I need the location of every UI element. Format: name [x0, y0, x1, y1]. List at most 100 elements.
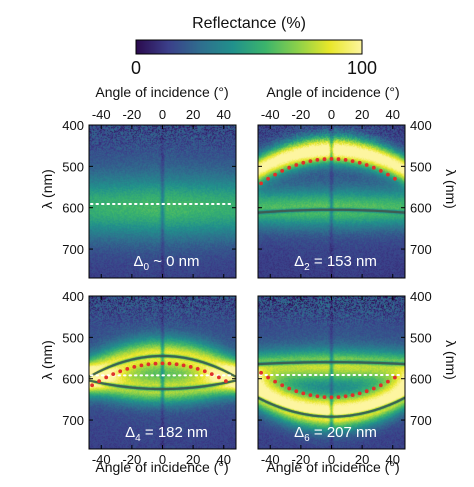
y-tick-label: 400: [62, 289, 84, 304]
red-dot: [343, 158, 348, 162]
red-dot: [315, 394, 320, 399]
y-tick-label: 500: [62, 330, 84, 345]
bottom-axis-title-right: Angle of incidence (°): [266, 459, 399, 475]
red-dot: [188, 365, 193, 369]
red-dot: [174, 362, 179, 367]
red-dotted-curve: [259, 157, 397, 186]
heatmap-image: [258, 296, 405, 449]
top-axis-title-right: Angle of incidence (°): [266, 84, 399, 100]
x-tick-label: -40: [92, 107, 111, 122]
mode-line-1: [258, 208, 405, 214]
panel-annotation: Δ2 = 153 nm: [294, 253, 377, 273]
red-dot: [350, 159, 355, 164]
red-dot: [393, 375, 397, 380]
y-tick-label: 400: [410, 118, 432, 133]
red-dot: [287, 165, 292, 170]
x-tick-label: -20: [122, 452, 141, 467]
red-dot: [266, 375, 270, 380]
x-tick-label: 0: [328, 107, 335, 122]
red-dot: [322, 395, 327, 399]
red-dot: [336, 157, 341, 162]
x-tick-label: 40: [386, 107, 400, 122]
red-dot: [350, 393, 355, 397]
colorbar-min-label: 0: [131, 58, 141, 78]
colorbar-title: Reflectance (%): [192, 15, 306, 32]
red-dot: [294, 389, 299, 394]
red-dot: [386, 379, 390, 384]
red-dot: [97, 379, 101, 383]
red-dot: [357, 391, 362, 396]
red-dot: [280, 383, 285, 388]
red-dot: [259, 181, 263, 186]
y-tick-label: 500: [62, 159, 84, 174]
x-tick-label: 20: [186, 452, 200, 467]
left-axis-title-bottom: λ (nm): [39, 340, 55, 380]
x-tick-label: -20: [291, 107, 310, 122]
red-dot: [273, 172, 277, 177]
red-dot: [118, 369, 123, 374]
right-axis-title-bottom: λ (nm): [443, 340, 459, 380]
red-dot: [125, 367, 130, 371]
y-tick-label: 700: [62, 413, 84, 428]
panel-1: -40 -20 0 20 40 400 500 600 700 Δ0 ~ 0 nm: [62, 107, 237, 279]
x-tick-label: 0: [328, 452, 335, 467]
y-tick-label: 400: [410, 289, 432, 304]
y-tick-label: 500: [410, 330, 432, 345]
red-dotted-curve: [259, 370, 397, 400]
red-dot: [202, 369, 207, 374]
x-tick-label: -40: [261, 452, 280, 467]
top-axis-title-left: Angle of incidence (°): [95, 84, 228, 100]
y-tick-label: 600: [410, 372, 432, 387]
x-tick-label: 0: [159, 107, 166, 122]
red-dot: [364, 163, 369, 167]
x-tick-label: 40: [217, 107, 231, 122]
red-dot: [139, 363, 144, 368]
red-dot: [378, 169, 383, 173]
mode-line-2: [258, 396, 405, 418]
red-dot: [393, 176, 397, 181]
red-dot: [104, 375, 109, 380]
red-dot: [160, 361, 165, 366]
red-dot: [343, 394, 348, 399]
red-dot: [195, 367, 200, 371]
red-dot: [371, 165, 376, 170]
red-dot: [181, 363, 186, 368]
red-dot: [336, 395, 341, 399]
red-dot: [111, 372, 116, 376]
red-dot: [273, 379, 277, 384]
panel-annotation: Δ0 ~ 0 nm: [133, 253, 199, 273]
left-axis-title-top: λ (nm): [39, 169, 55, 209]
panel-3: -40 -20 0 20 40 400 500 600 700 Δ4 = 182 nm: [62, 289, 237, 467]
x-tick-label: -20: [291, 452, 310, 467]
red-dot: [90, 383, 94, 388]
red-dot: [132, 365, 137, 369]
red-dot: [146, 362, 151, 367]
red-dot: [322, 157, 327, 162]
y-tick-label: 700: [62, 242, 84, 257]
x-tick-label: 40: [386, 452, 400, 467]
mode-line-1: [89, 354, 236, 378]
heatmap-image: [258, 125, 405, 278]
mode-line-1: [258, 361, 405, 366]
x-tick-label: 0: [159, 452, 166, 467]
panel-annotation: Δ4 = 182 nm: [125, 424, 208, 444]
red-dot: [357, 160, 362, 165]
red-dot: [329, 395, 334, 400]
colorbar-max-label: 100: [347, 58, 377, 78]
mode-line-2: [89, 379, 236, 391]
x-tick-label: 20: [355, 452, 369, 467]
y-tick-label: 600: [62, 201, 84, 216]
red-dot: [378, 383, 383, 388]
x-tick-label: 20: [355, 107, 369, 122]
red-dot: [308, 393, 313, 397]
right-axis-title-top: λ (nm): [443, 169, 459, 209]
red-dot: [280, 169, 285, 173]
red-dot: [315, 158, 320, 162]
y-tick-label: 700: [410, 242, 432, 257]
panel-annotation: Δ6 = 207 nm: [294, 424, 377, 444]
red-dot: [167, 361, 172, 366]
x-tick-label: 40: [217, 452, 231, 467]
colorbar: Reflectance (%) 0 100: [131, 15, 377, 78]
y-tick-label: 600: [410, 201, 432, 216]
colorbar-gradient: [135, 39, 363, 55]
